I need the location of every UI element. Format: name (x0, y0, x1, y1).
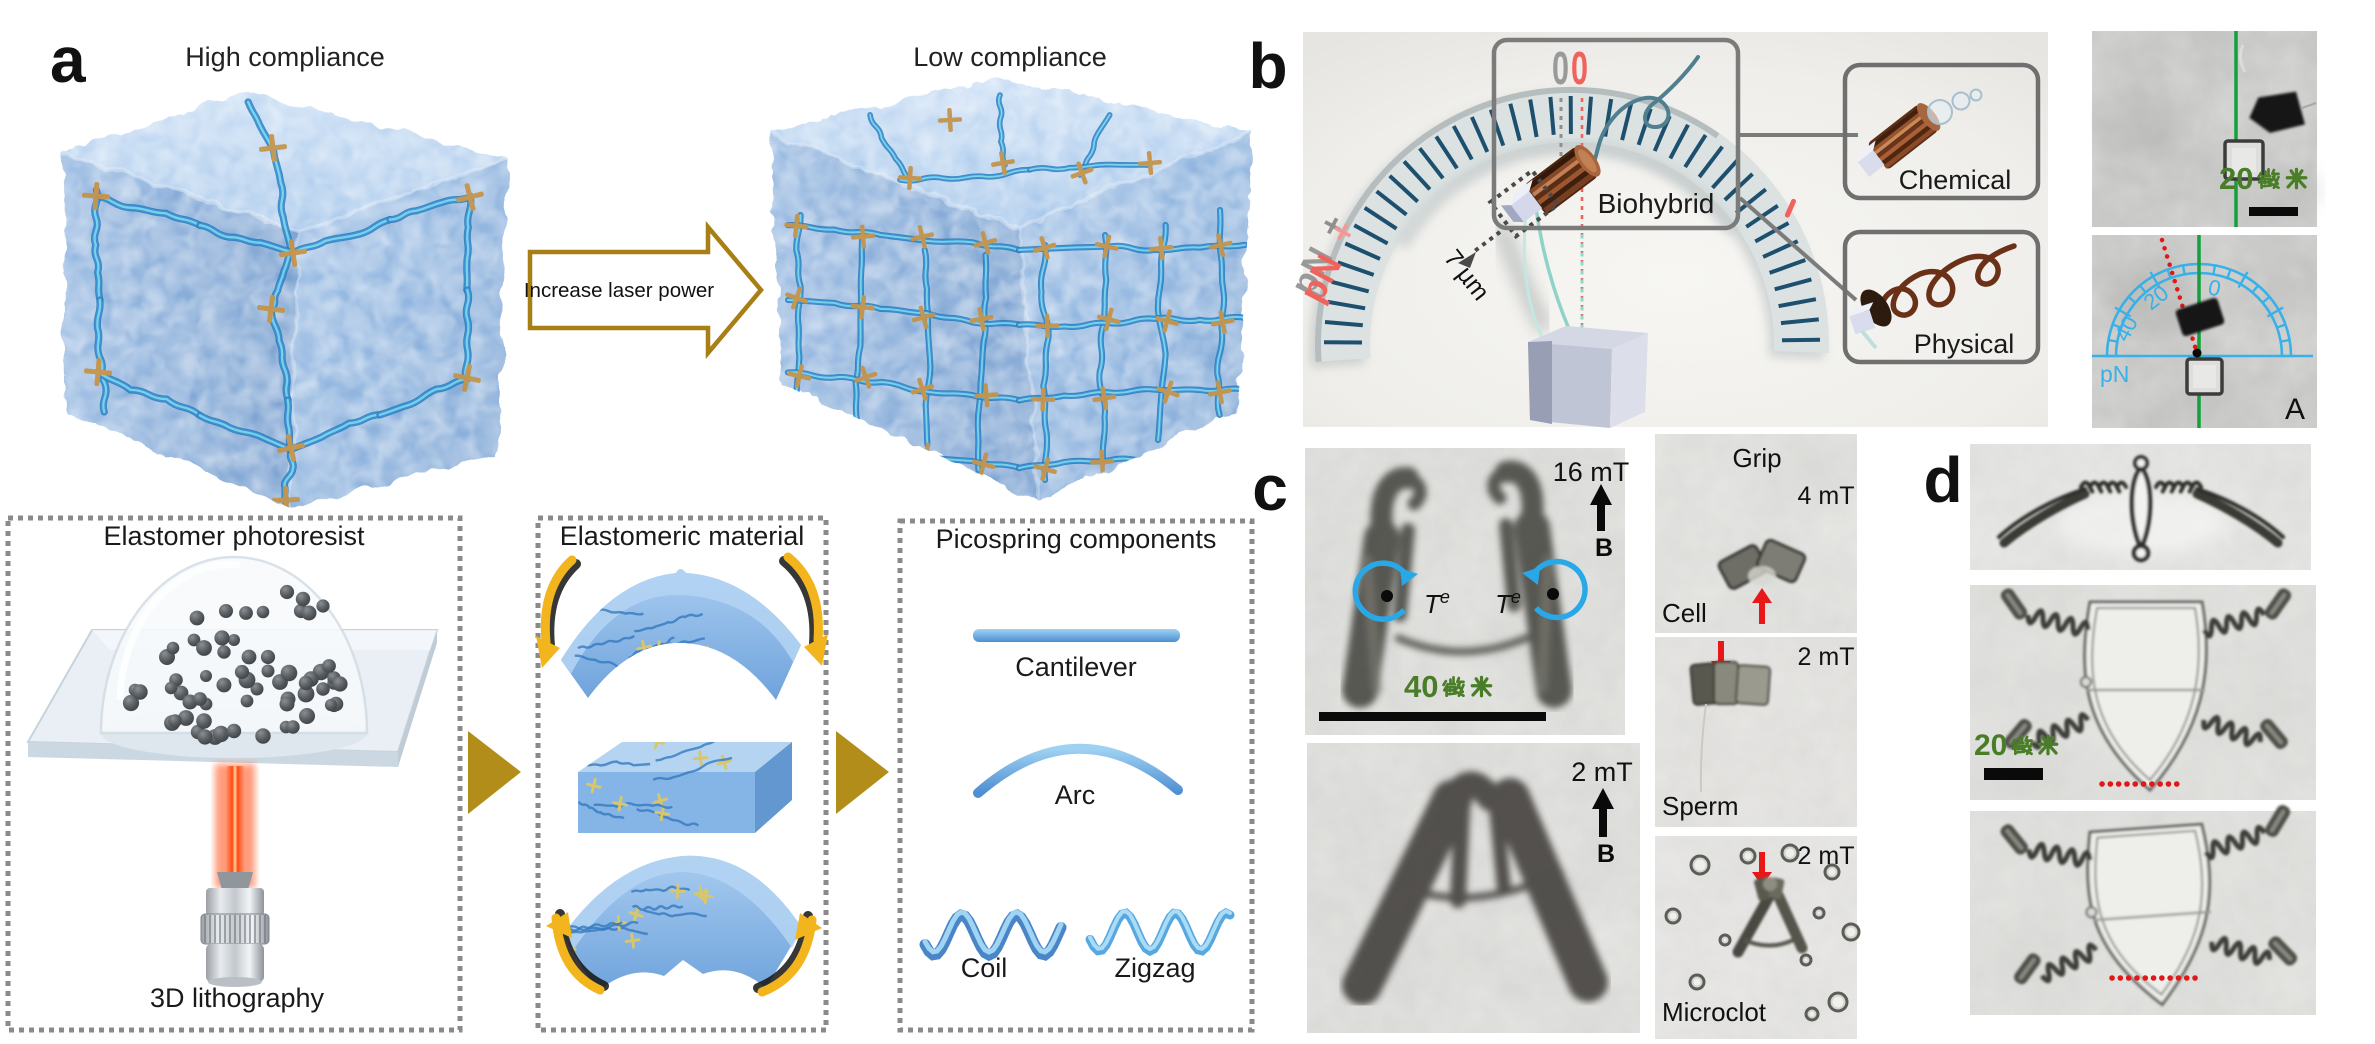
svg-text:Low compliance: Low compliance (913, 42, 1107, 72)
svg-text:d: d (1923, 444, 1962, 516)
svg-text:20: 20 (2219, 161, 2253, 196)
svg-text:Grip: Grip (1732, 443, 1781, 473)
svg-text:Increase laser power: Increase laser power (524, 279, 714, 302)
svg-text:Physical: Physical (1914, 329, 2015, 359)
svg-text:2 mT: 2 mT (1798, 842, 1855, 870)
svg-text:4 mT: 4 mT (1798, 482, 1855, 510)
svg-text:2 mT: 2 mT (1798, 643, 1855, 671)
svg-text:Cell: Cell (1662, 598, 1707, 628)
svg-text:B: B (1597, 840, 1615, 868)
svg-text:20: 20 (1974, 729, 2007, 762)
svg-text:Sperm: Sperm (1662, 791, 1739, 821)
svg-text:B: B (1595, 534, 1613, 562)
svg-text:Biohybrid: Biohybrid (1598, 188, 1715, 219)
svg-text:Zigzag: Zigzag (1114, 953, 1195, 983)
svg-text:0: 0 (1552, 42, 1569, 94)
svg-text:3D lithography: 3D lithography (150, 983, 325, 1013)
svg-text:Elastomeric material: Elastomeric material (560, 521, 805, 551)
svg-text:c: c (1252, 452, 1288, 524)
svg-text:Arc: Arc (1055, 780, 1096, 810)
svg-text:High compliance: High compliance (185, 42, 385, 72)
svg-text:0: 0 (2206, 274, 2223, 301)
svg-text:40: 40 (1404, 669, 1438, 704)
svg-text:Picospring components: Picospring components (936, 524, 1217, 554)
svg-text:pN: pN (2100, 361, 2129, 387)
svg-text:A: A (2285, 393, 2305, 426)
svg-text:2 mT: 2 mT (1571, 757, 1633, 787)
svg-text:a: a (50, 24, 86, 96)
svg-text:Elastomer photoresist: Elastomer photoresist (103, 521, 365, 551)
svg-text:b: b (1248, 30, 1287, 102)
svg-text:Microclot: Microclot (1662, 997, 1767, 1027)
svg-text:16 mT: 16 mT (1553, 457, 1630, 487)
svg-text:0: 0 (1571, 42, 1588, 94)
svg-text:Chemical: Chemical (1899, 165, 2012, 195)
svg-text:Cantilever: Cantilever (1015, 652, 1137, 682)
